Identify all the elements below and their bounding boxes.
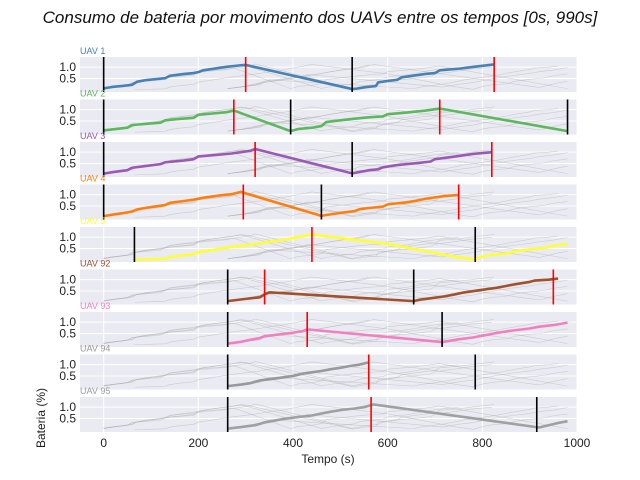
uav-label: UAV 2 [80, 89, 105, 99]
uav-series-line [103, 147, 492, 175]
uav-panel: 0.51.0 UAV 1 [59, 46, 578, 92]
other-uav-line [103, 361, 492, 387]
other-uav-line [103, 278, 568, 302]
other-uav-line [227, 108, 559, 132]
panel-background [80, 142, 577, 177]
other-uav-line [103, 403, 492, 429]
uav-label: UAV 5 [80, 216, 105, 226]
y-tick-label: 1.0 [59, 103, 76, 117]
y-axis-label: Bateria (%) [34, 388, 48, 448]
uav-label: UAV 1 [80, 46, 105, 56]
other-uav-line [227, 65, 559, 89]
uav-label: UAV 3 [80, 131, 105, 141]
y-tick-label: 0.5 [59, 156, 76, 170]
y-tick-label: 0.5 [59, 241, 76, 255]
other-uav-line [227, 64, 568, 89]
panel-background [80, 99, 577, 135]
uav-panel: 0.51.0 UAV 5 [59, 216, 578, 262]
uav-label: UAV 93 [80, 301, 110, 311]
other-uav-line [103, 320, 568, 344]
uav-panel: 0.51.0 UAV 93 [59, 301, 578, 347]
uav-series-line [227, 361, 370, 388]
other-uav-line [103, 319, 459, 344]
uav-panel: 0.51.0 UAV 94 [59, 344, 578, 390]
x-tick-label: 200 [188, 436, 208, 450]
y-tick-label: 1.0 [59, 145, 76, 159]
y-tick-label: 0.5 [59, 114, 76, 128]
y-tick-label: 0.5 [59, 326, 76, 340]
uav-panel: 0.51.0 UAV 92 [59, 259, 578, 305]
panel-background [80, 312, 577, 347]
x-tick-label: 600 [378, 436, 398, 450]
uav-panel: 0.51.0 UAV 3 [59, 131, 578, 177]
y-tick-label: 1.0 [59, 230, 76, 244]
uav-series-line [227, 403, 568, 430]
y-tick-label: 0.5 [59, 411, 76, 425]
other-uav-line [103, 234, 459, 259]
other-uav-line [103, 404, 459, 429]
other-uav-line [103, 276, 492, 302]
other-uav-line [103, 318, 492, 344]
other-uav-line [103, 233, 492, 259]
y-tick-label: 0.5 [59, 369, 76, 383]
y-tick-label: 1.0 [59, 315, 76, 329]
other-uav-line [227, 235, 559, 259]
chart-title: Consumo de bateria por movimento dos UAV… [43, 8, 599, 27]
panel-background [80, 227, 577, 262]
x-tick-label: 1000 [564, 436, 591, 450]
uav-series-line [103, 63, 495, 91]
panel-background [80, 57, 577, 92]
y-tick-label: 0.5 [59, 199, 76, 213]
other-uav-line [103, 276, 459, 302]
y-tick-label: 1.0 [59, 273, 76, 287]
y-tick-label: 0.5 [59, 284, 76, 298]
uav-label: UAV 95 [80, 386, 110, 396]
y-tick-label: 1.0 [59, 358, 76, 372]
uav-label: UAV 94 [80, 344, 110, 354]
uav-panel: 0.51.0 UAV 2 [59, 89, 578, 135]
y-tick-label: 0.5 [59, 71, 76, 85]
other-uav-line [227, 234, 568, 259]
x-tick-label: 800 [472, 436, 492, 450]
other-uav-line [227, 106, 568, 132]
other-uav-line [103, 193, 568, 217]
x-tick-label: 400 [283, 436, 303, 450]
y-tick-label: 1.0 [59, 60, 76, 74]
x-axis-label: Tempo (s) [301, 452, 354, 466]
panel-background [80, 354, 577, 390]
other-uav-line [227, 150, 559, 174]
other-uav-line [103, 361, 459, 387]
panel-background [80, 397, 577, 432]
other-uav-line [103, 405, 568, 429]
other-uav-line [227, 191, 568, 217]
uav-panel: 0.51.0 UAV 4 [59, 174, 578, 220]
uav-panel: 0.51.0 UAV 95 [59, 386, 578, 432]
uav-label: UAV 92 [80, 259, 110, 269]
other-uav-line [227, 149, 568, 174]
y-tick-label: 1.0 [59, 400, 76, 414]
y-tick-label: 1.0 [59, 188, 76, 202]
uav-series-line [103, 190, 459, 218]
other-uav-line [103, 65, 568, 89]
other-uav-line [103, 363, 568, 387]
uav-series-line [134, 233, 568, 262]
uav-label: UAV 4 [80, 174, 105, 184]
x-tick-label: 0 [100, 436, 107, 450]
x-tick-labels: 0 200 400 600 800 1000 [100, 436, 590, 450]
